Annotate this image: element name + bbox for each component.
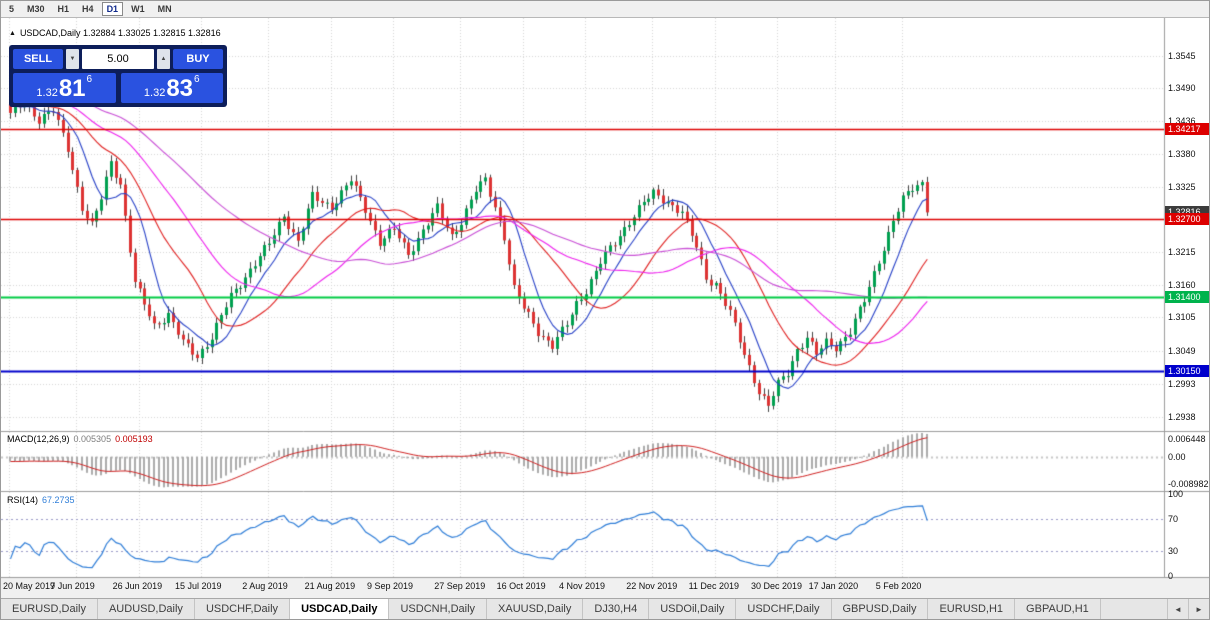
- macd-value-main: 0.005305: [73, 434, 112, 444]
- price-axis-label: 1.2938: [1168, 411, 1196, 422]
- macd-axis-label: 0.006448: [1168, 434, 1206, 444]
- macd-name: MACD(12,26,9): [7, 434, 70, 444]
- rsi-label: RSI(14) 67.2735: [7, 495, 75, 505]
- tab-eurusd-h1[interactable]: EURUSD,H1: [928, 599, 1016, 619]
- date-axis-label: 21 Aug 2019: [304, 581, 356, 591]
- volume-field[interactable]: 5.00: [82, 49, 154, 69]
- price-axis-label: 1.3325: [1168, 181, 1196, 192]
- tab-scroll-left-button[interactable]: ◄: [1167, 599, 1188, 619]
- timeframe-toolbar: 5 M30 H1 H4 D1 W1 MN: [1, 1, 1209, 18]
- price-axis-label: 1.3436: [1168, 115, 1196, 126]
- date-axis-label: 7 Jun 2019: [50, 581, 95, 591]
- price-axis-label: 1.3380: [1168, 148, 1196, 159]
- tab-gbpaud-h1[interactable]: GBPAUD,H1: [1015, 599, 1101, 619]
- date-axis-label: 2 Aug 2019: [242, 581, 288, 591]
- price-badge: 1.32700: [1165, 213, 1209, 226]
- tab-scroll-right-button[interactable]: ►: [1188, 599, 1209, 619]
- date-axis-label: 27 Sep 2019: [434, 581, 486, 591]
- price-axis-label: 1.3105: [1168, 312, 1196, 323]
- timeframe-button-5[interactable]: 5: [9, 4, 15, 14]
- rsi-axis-label: 30: [1168, 546, 1179, 557]
- buy-price-button[interactable]: 1.32 83 6: [120, 73, 223, 103]
- price-badge: 1.30150: [1165, 364, 1209, 377]
- buy-button[interactable]: BUY: [173, 49, 223, 69]
- date-axis-label: 5 Feb 2020: [875, 581, 922, 591]
- volume-decrease-button[interactable]: ▼: [66, 49, 79, 69]
- rsi-name: RSI(14): [7, 495, 39, 505]
- volume-increase-button[interactable]: ▲: [157, 49, 170, 69]
- tab-usdcnh-daily[interactable]: USDCNH,Daily: [389, 599, 488, 619]
- sell-price-big: 81: [58, 75, 86, 102]
- tab-usdoil-daily[interactable]: USDOil,Daily: [649, 599, 737, 619]
- rsi-axis-label: 70: [1168, 513, 1179, 524]
- date-axis-label: 4 Nov 2019: [559, 581, 606, 591]
- date-axis-label: 17 Jan 2020: [808, 581, 859, 591]
- price-axis-label: 1.3049: [1168, 345, 1196, 356]
- timeframe-button-m30[interactable]: M30: [27, 4, 45, 14]
- chart-title-text: USDCAD,Daily 1.32884 1.33025 1.32815 1.3…: [19, 28, 221, 38]
- tab-usdcad-daily[interactable]: USDCAD,Daily: [290, 599, 390, 619]
- sell-button[interactable]: SELL: [13, 49, 63, 69]
- buy-price-prefix: 1.32: [143, 87, 166, 99]
- timeframe-button-w1[interactable]: W1: [131, 4, 145, 14]
- price-axis-label: 1.3215: [1168, 247, 1196, 257]
- timeframe-button-mn[interactable]: MN: [157, 4, 172, 14]
- timeframe-button-h4[interactable]: H4: [82, 4, 94, 14]
- tab-xauusd-daily[interactable]: XAUUSD,Daily: [487, 599, 584, 619]
- chart-title: ▲ USDCAD,Daily 1.32884 1.33025 1.32815 1…: [9, 28, 221, 38]
- date-axis-label: 26 Jun 2019: [112, 581, 163, 591]
- sell-price-sup: 6: [86, 74, 93, 85]
- price-axis-label: 1.3545: [1168, 50, 1196, 61]
- macd-label: MACD(12,26,9) 0.005305 0.005193: [7, 434, 153, 444]
- rsi-axis-label: 100: [1168, 489, 1184, 499]
- timeframe-button-d1[interactable]: D1: [101, 2, 124, 16]
- tab-eurusd-daily[interactable]: EURUSD,Daily: [1, 599, 98, 619]
- date-axis-label: 30 Dec 2019: [751, 581, 803, 591]
- price-axis-label: 1.3490: [1168, 83, 1196, 94]
- macd-value-signal: 0.005193: [115, 434, 153, 444]
- rsi-axis-label: 0: [1168, 571, 1174, 581]
- macd-axis-label: -0.008982: [1168, 479, 1209, 489]
- tab-gbpusd-daily[interactable]: GBPUSD,Daily: [832, 599, 929, 619]
- price-badge: 1.34217: [1165, 123, 1209, 136]
- rsi-value: 67.2735: [42, 495, 75, 505]
- chart-tab-bar: EURUSD,Daily AUDUSD,Daily USDCHF,Daily USDC…: [1, 598, 1209, 619]
- price-axis-label: 1.2993: [1168, 379, 1196, 390]
- price-badge: 1.31400: [1165, 290, 1209, 303]
- date-axis-label: 16 Oct 2019: [496, 581, 546, 591]
- price-axis-label: 1.3160: [1168, 279, 1196, 290]
- date-axis-label: 22 Nov 2019: [626, 581, 678, 591]
- date-axis-label: 20 May 2019: [3, 581, 56, 591]
- tab-usdchf-daily[interactable]: USDCHF,Daily: [736, 599, 832, 619]
- buy-price-sup: 6: [194, 74, 200, 85]
- buy-price-big: 83: [166, 75, 194, 102]
- one-click-trading-panel: SELL ▼ 5.00 ▲ BUY 1.32 81 6 1.32 83 6: [9, 45, 227, 107]
- macd-axis-label: 0.00: [1168, 451, 1186, 462]
- collapse-panel-icon[interactable]: ▲: [9, 29, 16, 37]
- date-axis-label: 11 Dec 2019: [688, 581, 739, 591]
- timeframe-button-h1[interactable]: H1: [57, 4, 70, 14]
- sell-price-button[interactable]: 1.32 81 6: [13, 73, 116, 103]
- date-axis-label: 9 Sep 2019: [367, 581, 414, 591]
- tab-dj30-h4[interactable]: DJ30,H4: [583, 599, 650, 619]
- date-axis-label: 15 Jul 2019: [175, 581, 222, 591]
- tab-usdchf-daily[interactable]: USDCHF,Daily: [195, 599, 291, 619]
- tab-audusd-daily[interactable]: AUDUSD,Daily: [98, 599, 195, 619]
- sell-price-prefix: 1.32: [36, 87, 58, 99]
